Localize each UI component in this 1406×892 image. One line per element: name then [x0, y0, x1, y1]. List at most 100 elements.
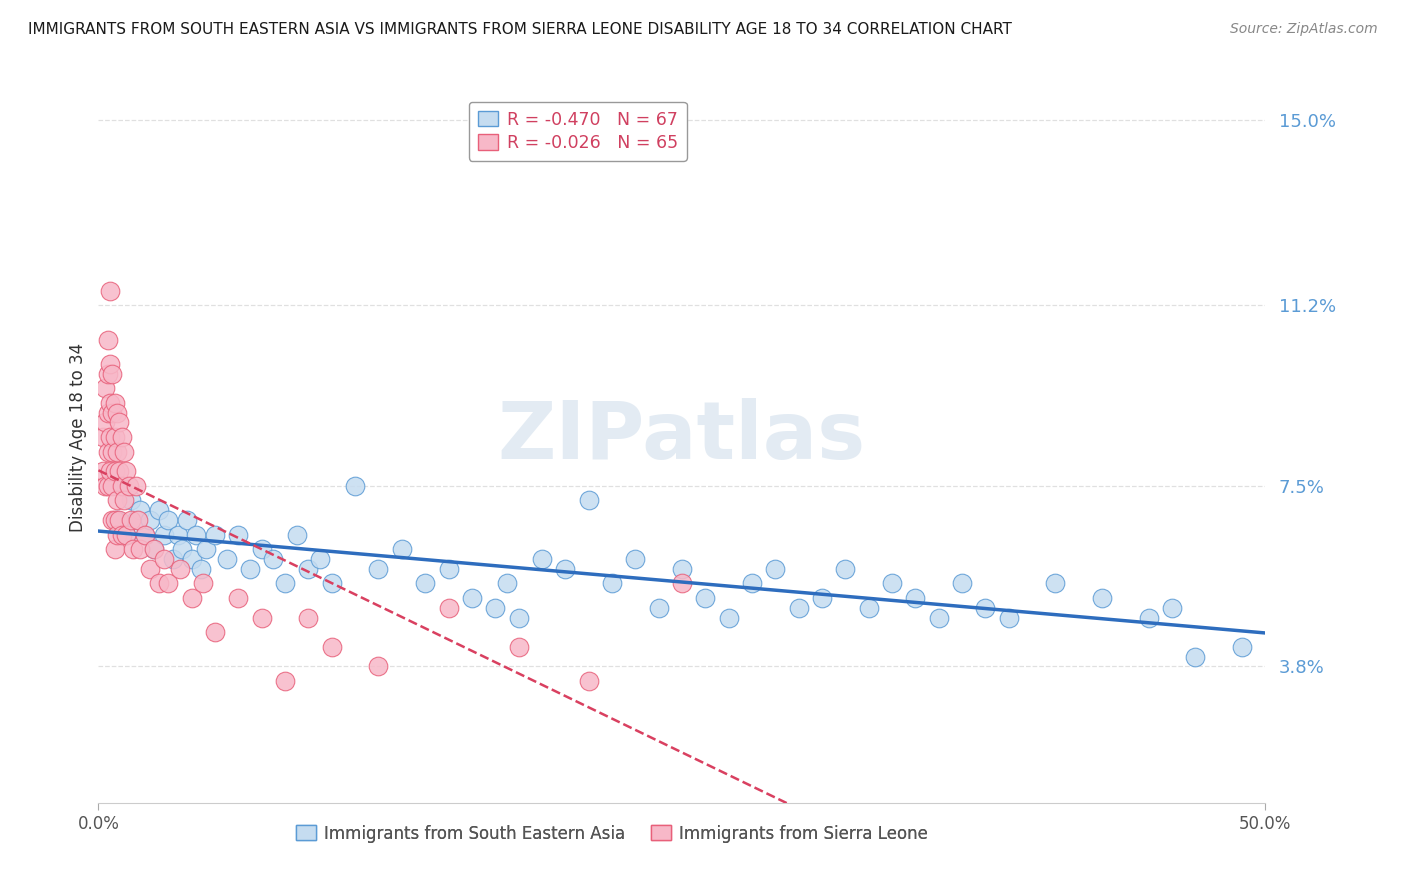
Point: [180, 591, 202, 605]
Point: [228, 527, 250, 541]
Point: [950, 576, 973, 591]
Point: [717, 610, 740, 624]
Point: [112, 493, 135, 508]
Point: [104, 396, 127, 410]
Point: [1045, 576, 1067, 591]
Point: [1230, 640, 1253, 654]
Point: [578, 673, 600, 688]
Point: [787, 600, 810, 615]
Point: [104, 513, 127, 527]
Point: [858, 600, 880, 615]
Point: [104, 430, 127, 444]
Point: [139, 562, 162, 576]
Point: [391, 542, 413, 557]
Point: [101, 513, 124, 527]
Point: [101, 406, 124, 420]
Point: [148, 503, 170, 517]
Point: [101, 479, 124, 493]
Point: [125, 513, 148, 527]
Point: [127, 513, 149, 527]
Point: [578, 493, 600, 508]
Point: [321, 640, 343, 654]
Point: [508, 610, 530, 624]
Point: [309, 552, 332, 566]
Point: [97, 479, 120, 493]
Point: [239, 562, 262, 576]
Point: [94, 479, 117, 493]
Point: [152, 527, 174, 541]
Point: [194, 542, 217, 557]
Point: [180, 552, 202, 566]
Point: [162, 552, 184, 566]
Point: [321, 576, 343, 591]
Point: [228, 591, 250, 605]
Point: [285, 527, 308, 541]
Point: [97, 367, 120, 381]
Point: [134, 527, 156, 541]
Point: [105, 513, 128, 527]
Point: [437, 600, 460, 615]
Point: [763, 562, 786, 576]
Point: [1161, 600, 1184, 615]
Point: [811, 591, 834, 605]
Point: [974, 600, 997, 615]
Text: Source: ZipAtlas.com: Source: ZipAtlas.com: [1230, 22, 1378, 37]
Point: [101, 367, 124, 381]
Point: [176, 513, 198, 527]
Point: [437, 562, 460, 576]
Point: [120, 493, 142, 508]
Point: [671, 562, 693, 576]
Point: [344, 479, 367, 493]
Point: [97, 444, 120, 458]
Point: [484, 600, 506, 615]
Point: [108, 464, 131, 478]
Point: [600, 576, 623, 591]
Y-axis label: Disability Age 18 to 34: Disability Age 18 to 34: [69, 343, 87, 532]
Point: [172, 542, 194, 557]
Point: [112, 444, 135, 458]
Point: [928, 610, 950, 624]
Point: [111, 479, 134, 493]
Point: [98, 430, 121, 444]
Point: [186, 527, 208, 541]
Text: IMMIGRANTS FROM SOUTH EASTERN ASIA VS IMMIGRANTS FROM SIERRA LEONE DISABILITY AG: IMMIGRANTS FROM SOUTH EASTERN ASIA VS IM…: [28, 22, 1012, 37]
Point: [169, 562, 191, 576]
Point: [105, 493, 128, 508]
Point: [530, 552, 553, 566]
Point: [101, 444, 124, 458]
Point: [98, 357, 121, 371]
Point: [204, 625, 226, 640]
Point: [413, 576, 436, 591]
Point: [104, 542, 127, 557]
Point: [94, 381, 117, 395]
Point: [98, 284, 121, 298]
Point: [834, 562, 856, 576]
Point: [647, 600, 669, 615]
Point: [129, 542, 152, 557]
Point: [111, 479, 134, 493]
Point: [134, 527, 156, 541]
Point: [105, 444, 128, 458]
Point: [104, 464, 127, 478]
Point: [152, 552, 174, 566]
Point: [262, 552, 284, 566]
Point: [496, 576, 519, 591]
Point: [97, 333, 120, 347]
Point: [105, 527, 128, 541]
Point: [554, 562, 576, 576]
Point: [1137, 610, 1160, 624]
Point: [250, 610, 273, 624]
Point: [98, 464, 121, 478]
Point: [190, 562, 212, 576]
Point: [143, 542, 166, 557]
Point: [111, 430, 134, 444]
Point: [997, 610, 1019, 624]
Point: [624, 552, 647, 566]
Point: [105, 406, 128, 420]
Point: [91, 464, 114, 478]
Point: [166, 527, 188, 541]
Point: [297, 562, 319, 576]
Point: [94, 416, 117, 430]
Point: [115, 464, 138, 478]
Point: [1091, 591, 1114, 605]
